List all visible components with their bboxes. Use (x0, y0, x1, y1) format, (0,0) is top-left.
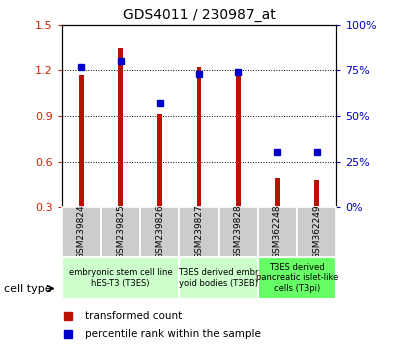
Text: cell type: cell type (4, 284, 52, 293)
Bar (179, 207, 219, 257)
Text: GSM239824: GSM239824 (77, 205, 86, 259)
Text: GSM239826: GSM239826 (155, 205, 164, 259)
Bar (275, 178, 280, 207)
Text: T3ES derived
pancreatic islet-like
cells (T3pi): T3ES derived pancreatic islet-like cells… (256, 263, 338, 293)
Bar (62, 207, 101, 257)
Text: T3ES derived embr
yoid bodies (T3EB): T3ES derived embr yoid bodies (T3EB) (178, 268, 259, 287)
Text: embryonic stem cell line
hES-T3 (T3ES): embryonic stem cell line hES-T3 (T3ES) (69, 268, 172, 287)
Title: GDS4011 / 230987_at: GDS4011 / 230987_at (123, 8, 275, 22)
Bar (197, 67, 201, 207)
Text: GSM239825: GSM239825 (116, 205, 125, 259)
Bar (314, 180, 319, 207)
Bar (258, 257, 336, 299)
Bar (258, 207, 297, 257)
Bar (219, 207, 258, 257)
Bar (179, 257, 258, 299)
Bar (236, 69, 240, 207)
Bar (101, 207, 140, 257)
Bar (79, 75, 84, 207)
Text: percentile rank within the sample: percentile rank within the sample (84, 329, 260, 339)
Text: GSM239827: GSM239827 (195, 205, 203, 259)
Bar (118, 47, 123, 207)
Bar (140, 207, 179, 257)
Text: transformed count: transformed count (84, 310, 182, 320)
Bar (158, 114, 162, 207)
Text: GSM239828: GSM239828 (234, 205, 243, 259)
Text: GSM362248: GSM362248 (273, 205, 282, 259)
Text: GSM362249: GSM362249 (312, 205, 321, 259)
Bar (62, 257, 179, 299)
Bar (297, 207, 336, 257)
